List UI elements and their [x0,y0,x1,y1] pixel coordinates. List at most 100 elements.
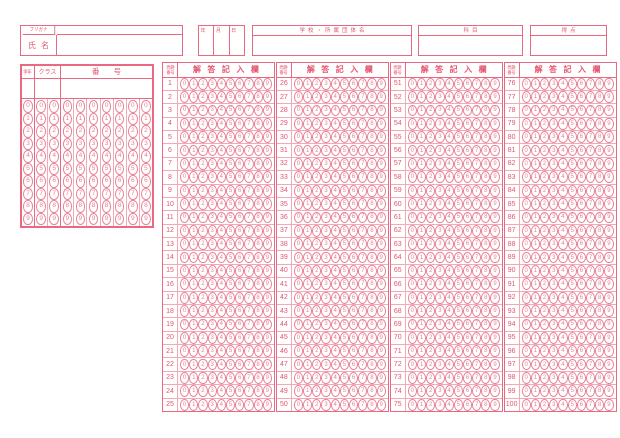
id-bubble-digit: 7 [49,187,59,200]
answer-bubble-digit: 8 [253,224,263,237]
answer-bubble-digit: 7 [358,318,368,331]
answer-bubble-digit: 2 [426,345,436,358]
answer-row: 86 0 1 2 3 4 5 6 7 8 9 [504,210,616,224]
answer-bubble-digit: 4 [216,398,226,411]
id-bubble-digit: 1 [75,112,86,125]
answer-bubble-digit: 0 [407,345,417,358]
answer-bubble-digit: 8 [253,305,263,317]
id-bubble-digit: 0 [114,100,125,113]
id-bubble-digit: 6 [114,175,125,188]
answer-bubble-digit: 6 [576,104,586,117]
answer-bubble-digit: 4 [330,398,340,411]
answer-bubble-digit: 0 [293,171,304,184]
answer-entry-header: 解答記入欄 [306,65,380,75]
answer-bubble-digit: 5 [339,224,349,237]
answer-row: 72 0 1 2 3 4 5 6 7 8 9 [390,357,502,371]
answer-bubble-digit: 8 [595,345,605,358]
answer-bubble-digit: 3 [321,117,331,130]
answer-bubble-digit: 8 [481,131,491,144]
id-bubble-digit: 1 [114,112,125,125]
answer-bubble-digit: 2 [540,184,550,197]
answer-bubble-digit: 2 [198,318,208,331]
subject-label: 科目 [419,26,522,36]
answer-bubble-digit: 3 [549,345,559,358]
answer-bubble-digit: 9 [490,224,500,237]
answer-bubble-digit: 8 [595,224,605,237]
answer-bubble-digit: 0 [521,238,531,251]
answer-bubble-digit: 5 [339,77,349,90]
answer-bubble-digit: 3 [321,104,331,117]
id-bubble-digit: 9 [88,212,99,225]
answer-bubble-digit: 2 [198,144,208,157]
answer-bubble-digit: 9 [262,251,272,264]
answer-bubble-digit: 4 [330,331,340,344]
answer-bubble-digit: 8 [367,331,377,344]
answer-bubble-digit: 0 [180,398,190,411]
answer-bubble-digit: 0 [521,198,531,210]
question-number: 89 [505,251,520,264]
answer-bubble-digit: 0 [521,398,531,411]
answer-row: 96 0 1 2 3 4 5 6 7 8 9 [504,344,616,358]
answer-bubble-digit: 1 [530,158,540,170]
answer-bubble-digit: 8 [481,398,491,411]
answer-bubble-digit: 1 [530,331,540,344]
answer-bubble-digit: 6 [235,398,245,411]
answer-bubble-digit: 6 [462,211,473,224]
id-bubble-digit: 5 [23,162,33,175]
answer-bubble-digit: 5 [225,224,236,237]
answer-bubble-digit: 9 [490,372,500,384]
answer-bubble-digit: 2 [198,305,208,317]
answer-bubble-digit: 2 [540,144,550,157]
class-write-field [35,78,61,98]
answer-bubble-digit: 5 [567,372,577,384]
answer-bubble-digit: 4 [558,211,568,224]
answer-bubble-digit: 8 [481,224,491,237]
answer-row: 65 0 1 2 3 4 5 6 7 8 9 [390,263,502,278]
answer-bubble-digit: 3 [207,331,217,344]
answer-bubble-digit: 3 [207,372,217,384]
answer-bubble-digit: 8 [481,318,491,331]
answer-bubble-digit: 4 [444,385,454,398]
answer-row: 33 0 1 2 3 4 5 6 7 8 9 [276,170,388,184]
question-number: 54 [391,117,406,130]
answer-bubble-digit: 3 [321,358,331,371]
answer-row: 95 0 1 2 3 4 5 6 7 8 9 [504,330,616,344]
answer-bubble-digit: 0 [407,211,417,224]
answer-bubble-digit: 0 [407,224,417,237]
id-bubble-digit: 4 [49,150,59,163]
answer-bubble-digit: 4 [558,372,568,384]
question-number: 8 [163,171,178,184]
id-bubble-digit: 8 [101,200,112,213]
answer-bubble-digit: 3 [435,131,445,144]
answer-bubble-digit: 5 [225,184,236,197]
answer-bubble-digit: 7 [472,211,482,224]
answer-bubble-digit: 1 [530,238,540,251]
answer-bubble-digit: 3 [435,305,445,317]
answer-row: 48 0 1 2 3 4 5 6 7 8 9 [276,370,388,385]
answer-row: 71 0 1 2 3 4 5 6 7 8 9 [390,344,502,358]
name-field [57,35,182,55]
id-bubble-digit: 5 [49,162,59,175]
answer-bubble-digit: 3 [435,291,445,304]
answer-bubble-digit: 6 [235,77,245,90]
answer-bubble-digit: 7 [585,398,596,411]
answer-bubble-digit: 8 [481,372,491,384]
answer-bubble-digit: 4 [558,158,568,170]
answer-row: 10 0 1 2 3 4 5 6 7 8 9 [163,196,274,211]
answer-bubble-digit: 8 [367,104,377,117]
answer-bubble-digit: 4 [558,291,568,304]
answer-bubble-digit: 0 [293,224,304,237]
question-number: 58 [391,171,406,184]
answer-bubble-digit: 0 [293,358,304,371]
answer-bubble-digit: 2 [312,144,322,157]
answer-bubble-digit: 8 [481,198,491,210]
id-bubble-digit: 5 [36,162,46,175]
id-bubble-digit: 3 [62,137,73,150]
answer-bubble-digit: 4 [444,331,454,344]
